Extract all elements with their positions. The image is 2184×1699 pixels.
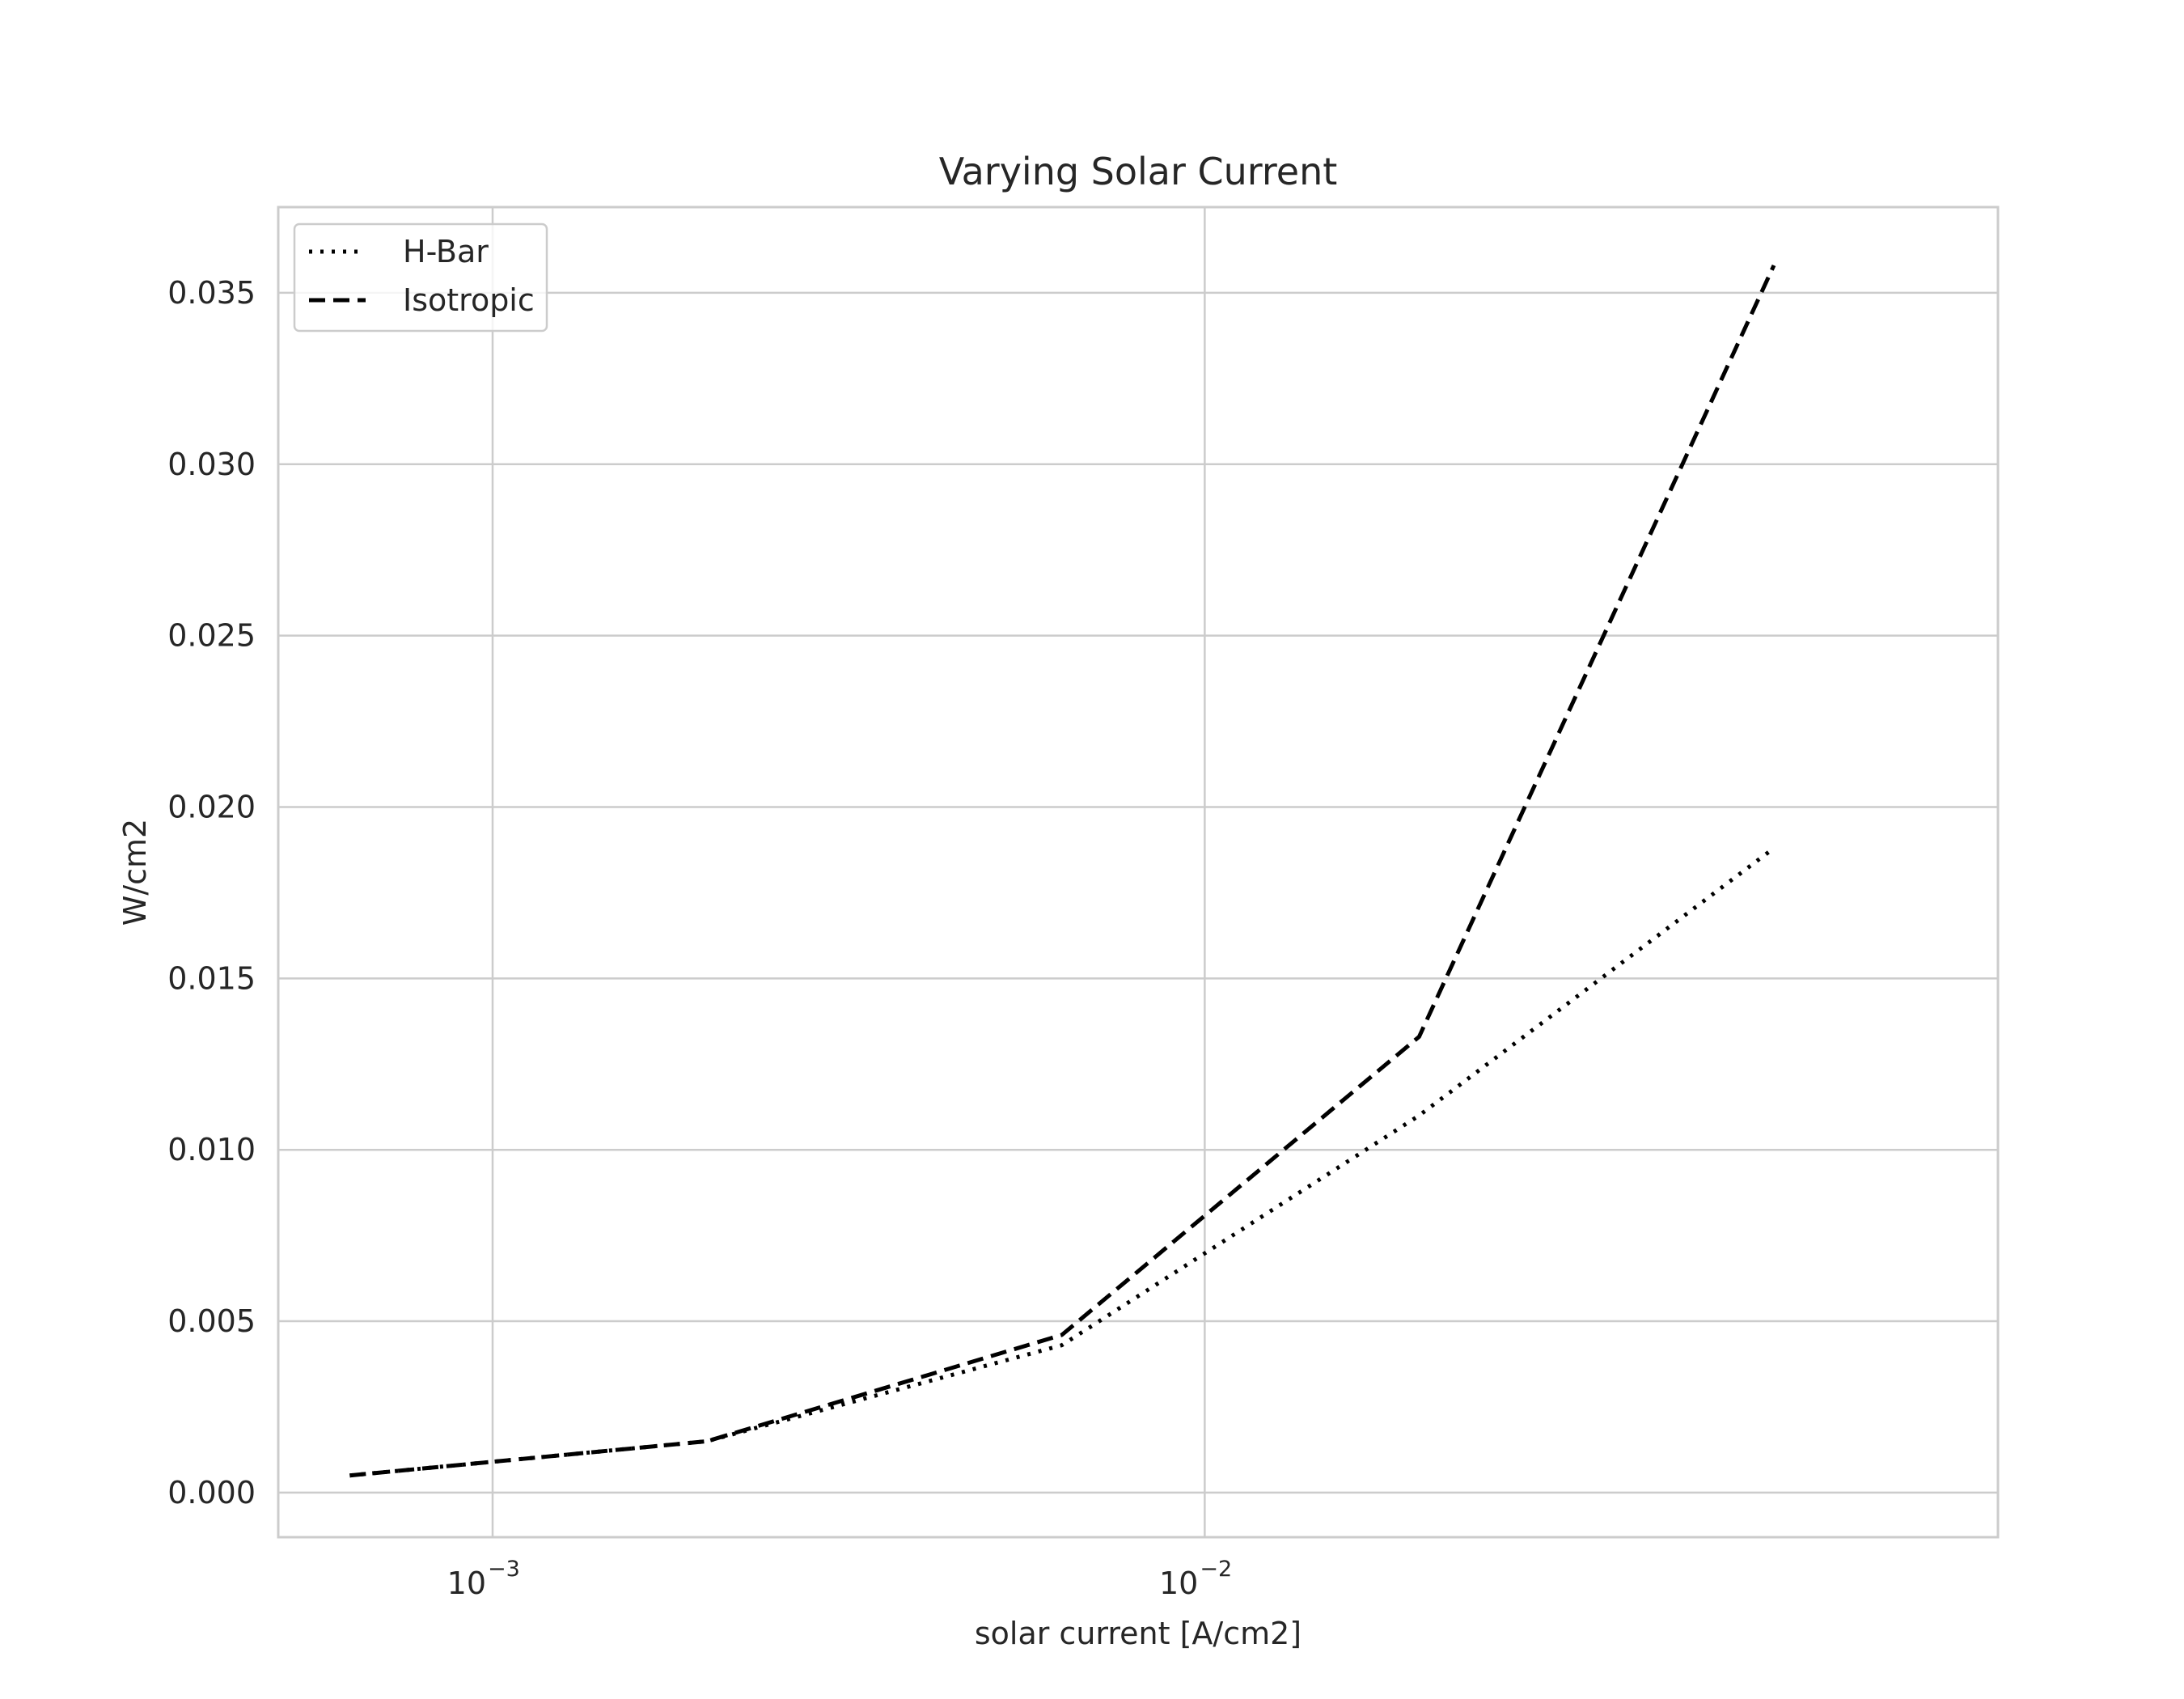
y-tick-label: 0.020 (167, 789, 256, 824)
plot-frame (277, 205, 2000, 1539)
x-tick-label: 10 −3 (447, 1557, 520, 1601)
x-tick-base: 10 (1159, 1566, 1198, 1601)
series-line-h-bar (349, 846, 1776, 1478)
legend-label-isotropic: Isotropic (403, 282, 535, 318)
legend-label-hbar: H-Bar (403, 234, 489, 269)
x-tick-exponent: −2 (1200, 1557, 1232, 1582)
tick-layer: 0.000 0.005 0.010 0.015 0.020 0.025 0.030 0.035… (167, 275, 1232, 1601)
legend: H-Bar Isotropic (293, 222, 548, 333)
x-tick-label: 10 −2 (1159, 1557, 1232, 1601)
y-tick-label: 0.025 (167, 618, 256, 654)
y-tick-label: 0.035 (167, 275, 256, 311)
series-layer (349, 264, 1776, 1478)
y-tick-label: 0.030 (167, 447, 256, 482)
y-tick-label: 0.005 (167, 1303, 256, 1339)
series-line-isotropic (349, 264, 1776, 1478)
y-tick-label: 0.015 (167, 960, 256, 996)
chart-title: Varying Solar Current (939, 150, 1338, 193)
x-tick-exponent: −3 (488, 1557, 520, 1582)
y-tick-label: 0.010 (167, 1132, 256, 1167)
x-axis-label: solar current [A/cm2] (975, 1616, 1302, 1651)
grid-layer (278, 207, 1998, 1537)
y-axis-label: W/cm2 (117, 819, 153, 926)
y-tick-label: 0.000 (167, 1475, 256, 1510)
x-tick-base: 10 (447, 1566, 486, 1601)
